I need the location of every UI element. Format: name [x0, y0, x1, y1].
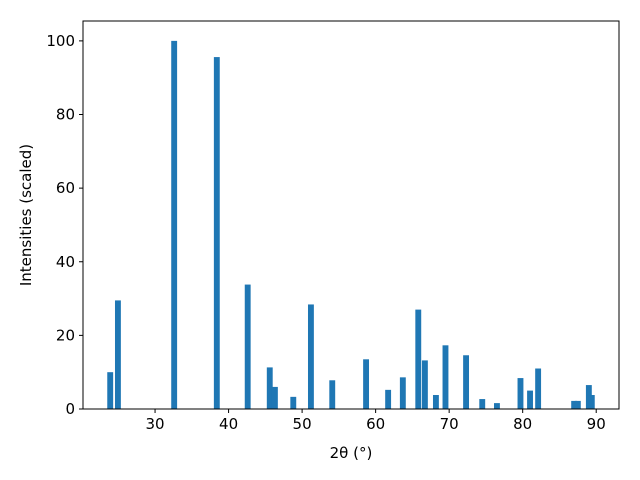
bar — [494, 403, 500, 409]
y-axis-label: Intensities (scaled) — [17, 144, 35, 286]
y-tick-label: 80 — [56, 106, 75, 124]
y-tick-label: 100 — [46, 32, 75, 50]
bar — [114, 300, 121, 409]
x-tick-label: 50 — [293, 415, 312, 433]
bar — [517, 378, 524, 409]
x-tick-label: 30 — [146, 415, 165, 433]
bar — [385, 389, 392, 409]
bar — [415, 309, 422, 409]
bar — [479, 399, 486, 409]
bar — [421, 360, 428, 409]
x-tick-label: 70 — [440, 415, 459, 433]
bar — [463, 355, 470, 409]
bar — [535, 368, 542, 409]
bar — [442, 345, 449, 409]
bar — [290, 396, 297, 409]
y-tick-label: 60 — [56, 179, 75, 197]
bar — [571, 400, 578, 409]
bar — [271, 386, 278, 409]
x-tick-label: 60 — [366, 415, 385, 433]
bar — [266, 367, 273, 409]
y-tick-label: 0 — [65, 400, 75, 418]
bar — [432, 395, 439, 409]
plot-frame — [82, 20, 620, 410]
bar — [574, 400, 581, 409]
bar — [307, 304, 314, 409]
bar — [363, 359, 370, 409]
bar — [107, 372, 114, 409]
bar — [329, 380, 336, 409]
bar — [244, 284, 251, 409]
bar — [588, 395, 595, 409]
bar — [527, 390, 533, 409]
y-tick-label: 40 — [56, 253, 75, 271]
y-tick-label: 20 — [56, 326, 75, 344]
x-tick-label: 80 — [513, 415, 532, 433]
x-axis-label: 2θ (°) — [330, 444, 373, 462]
x-tick-label: 40 — [219, 415, 238, 433]
bar — [399, 377, 406, 409]
bar — [213, 57, 220, 410]
bar — [171, 40, 178, 409]
x-tick-label: 90 — [587, 415, 606, 433]
